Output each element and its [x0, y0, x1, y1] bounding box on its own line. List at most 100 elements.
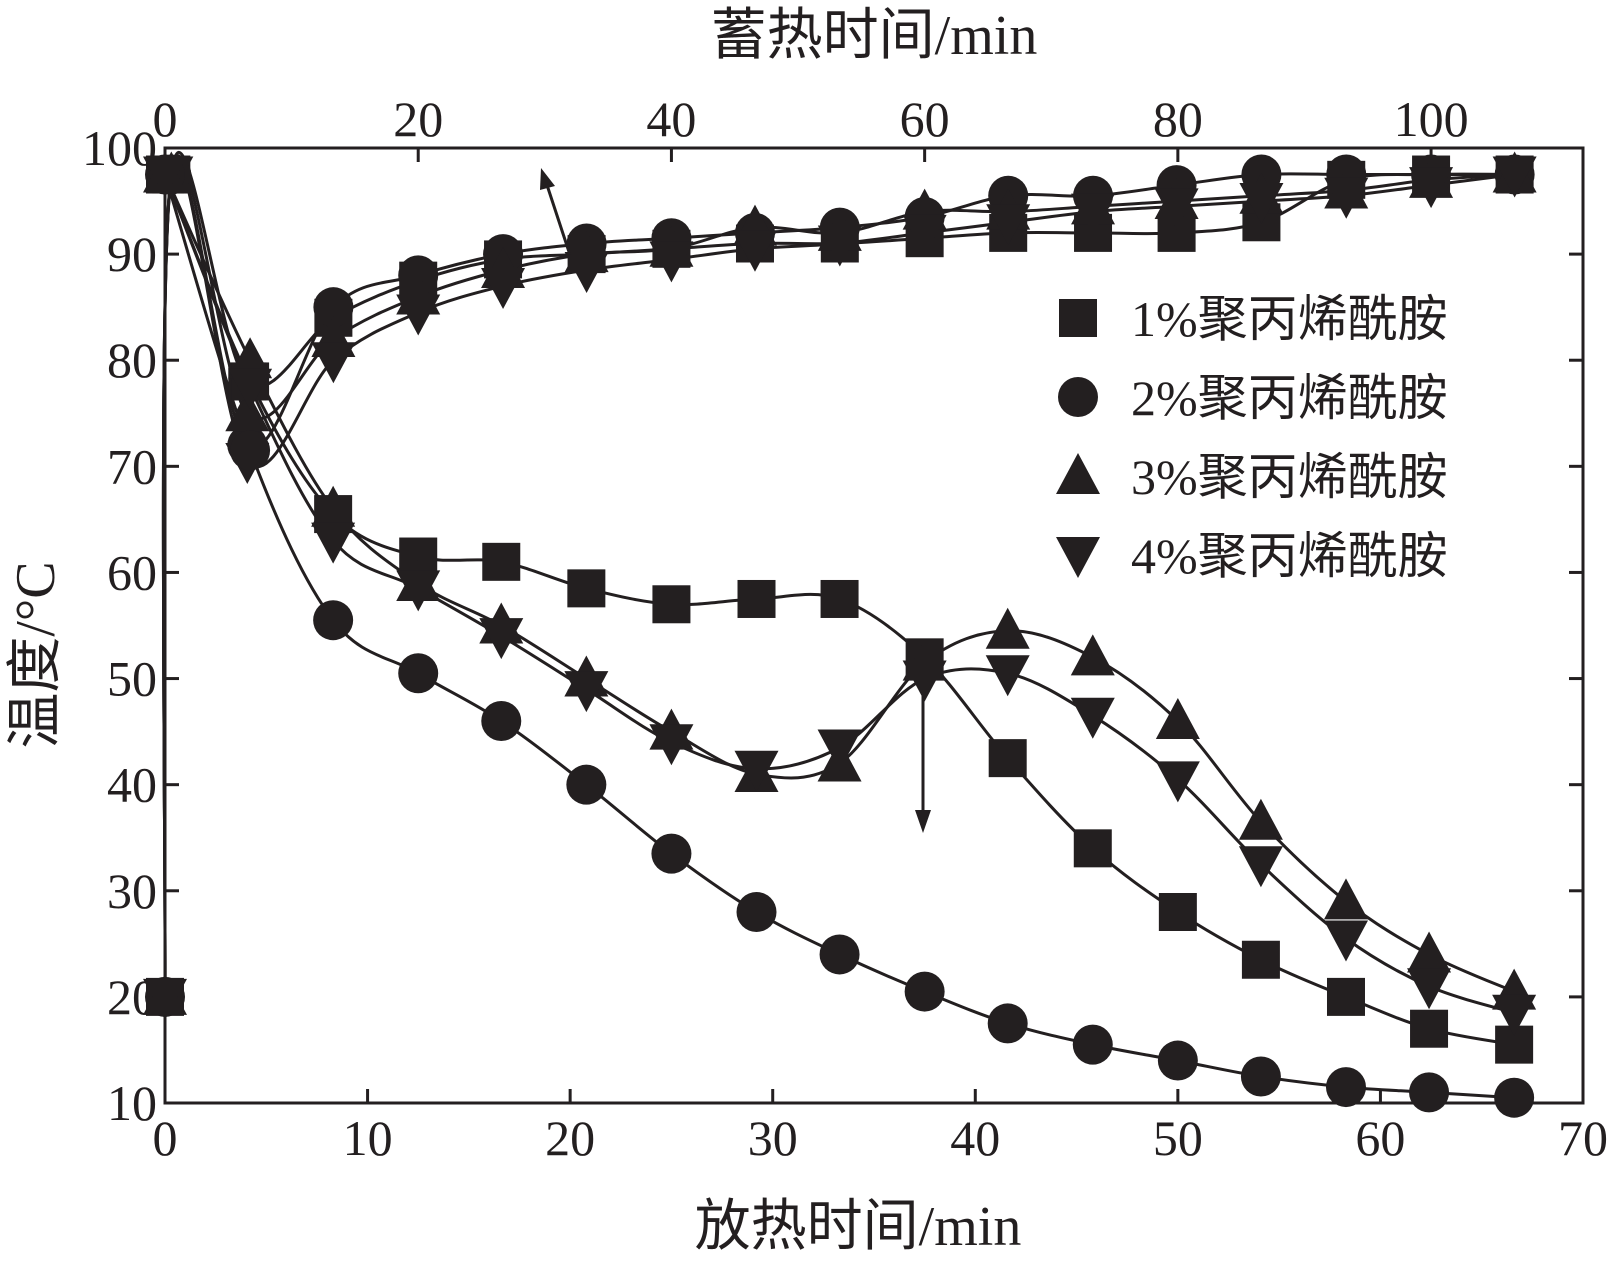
bottom-axis-title: 放热时间/min [695, 1196, 1022, 1258]
top-axis-title: 蓄热时间/min [711, 5, 1038, 67]
cooling-point-circle [230, 430, 271, 471]
cooling-point-triangle-down [985, 655, 1030, 697]
cooling-point-triangle-down [649, 724, 694, 766]
cooling-point-square [1158, 893, 1197, 931]
cooling-point-square [652, 585, 691, 624]
cooling-point-triangle-down [143, 156, 187, 198]
cooling-point-square [482, 542, 521, 581]
cooling-point-triangle-down [479, 618, 524, 660]
cooling-point-circle [1157, 1040, 1198, 1081]
legend-label: 1%聚丙烯酰胺 [1131, 291, 1448, 347]
heating-arrow-head [540, 168, 555, 190]
cooling-point-triangle-up [1070, 634, 1115, 676]
cooling-point-triangle-up [985, 607, 1030, 649]
cooling-point-circle [904, 971, 945, 1012]
y-tick-label: 70 [107, 438, 157, 494]
cooling-point-triangle-up [1155, 698, 1200, 739]
heating-point-triangle-down [564, 252, 609, 294]
cooling-point-circle [1072, 1024, 1113, 1065]
direction-arrows [540, 168, 931, 833]
cooling-point-triangle-up [1238, 798, 1283, 840]
cooling-point-square [737, 579, 776, 618]
cooling-point-circle [819, 934, 860, 975]
heating-point-triangle-down [986, 204, 1031, 246]
y-tick-label: 30 [107, 863, 157, 919]
cooling-point-circle [398, 653, 439, 694]
cooling-point-circle [1409, 1072, 1450, 1113]
x-top-tick-label: 100 [1394, 91, 1469, 147]
cooling-point-triangle-down [817, 729, 862, 771]
cooling-point-triangle-up [1323, 878, 1368, 920]
cooling-point-triangle-up [311, 485, 356, 527]
cooling-point-circle [736, 892, 777, 932]
y-tick-label: 40 [107, 757, 157, 813]
tick-labels: 0 10 20 30 40 50 60 700 20 40 60 80 1001020304050607… [82, 91, 1608, 1166]
cooling-point-square [1410, 1009, 1449, 1048]
legend-label: 3%聚丙烯酰胺 [1131, 449, 1448, 505]
x-bottom-tick-label: 40 [950, 1110, 1000, 1166]
heating-point-triangle-down [817, 225, 862, 267]
cooling-point-square [567, 569, 606, 608]
cooling-point-triangle-up [1407, 931, 1452, 973]
heating-point-triangle-down [732, 230, 777, 272]
cooling-point-triangle-down [1407, 968, 1452, 1010]
legend-marker-square [1059, 299, 1097, 337]
cooling-point-triangle-down [734, 750, 779, 792]
cooling-point-triangle-down [1323, 920, 1368, 962]
y-tick-label: 50 [107, 651, 157, 707]
heating-point-triangle-down [481, 267, 526, 309]
cooling-point-square [988, 739, 1027, 778]
cooling-point-circle [651, 833, 692, 874]
cooling-point-triangle-down [1155, 761, 1200, 803]
cooling-point-square [820, 579, 859, 618]
heating-point-triangle-down [1409, 167, 1454, 209]
legend: 1%聚丙烯酰胺 2%聚丙烯酰胺 3%聚丙烯酰胺 4%聚丙烯酰胺 [1056, 291, 1448, 584]
legend-marker-circle [1058, 377, 1098, 417]
heating-point-triangle-down [1492, 156, 1537, 198]
legend-marker-triangle-up [1056, 453, 1100, 494]
x-top-tick-label: 20 [393, 91, 443, 147]
heating-point-circle [313, 287, 354, 328]
cooling-point-triangle-down [1492, 994, 1537, 1036]
x-bottom-tick-label: 70 [1558, 1110, 1608, 1166]
cooling-arrow-head [915, 810, 931, 833]
x-bottom-tick-label: 60 [1355, 1110, 1405, 1166]
heating-point-triangle-up [225, 390, 270, 432]
cooling-point-square [1326, 977, 1365, 1016]
cooling-point-square [1241, 940, 1280, 979]
legend-marker-triangle-down [1056, 537, 1100, 578]
heating-point-triangle-down [1071, 193, 1116, 235]
heating-arrow-line [545, 184, 572, 256]
cooling-point-circle [987, 1003, 1028, 1044]
heating-point-triangle-down [311, 342, 356, 384]
y-tick-label: 90 [107, 226, 157, 282]
x-top-tick-label: 60 [900, 91, 950, 147]
cooling-point-circle [1240, 1056, 1281, 1097]
heating-point-triangle-down [649, 241, 694, 283]
legend-label: 2%聚丙烯酰胺 [1131, 370, 1448, 426]
heating-point-triangle-down [1324, 177, 1369, 219]
cooling-point-circle [481, 701, 522, 741]
y-tick-label: 60 [107, 544, 157, 600]
cooling-point-circle [1494, 1077, 1535, 1118]
x-top-tick-label: 40 [646, 91, 696, 147]
cooling-point-triangle-down [1070, 697, 1115, 739]
cooling-point-triangle-down [311, 522, 356, 564]
heating-point-triangle-down [143, 978, 187, 1020]
cooling-point-circle [566, 764, 607, 805]
heating-point-triangle-down [1154, 188, 1199, 230]
y-tick-label: 100 [82, 120, 157, 176]
heating-point-triangle-down [902, 214, 947, 256]
cooling-point-triangle-down [228, 368, 273, 410]
y-tick-label: 10 [107, 1075, 157, 1131]
cooling-point-square [1073, 829, 1112, 868]
heating-point-triangle-down [1239, 183, 1284, 225]
y-axis-title: 温度/°C [5, 561, 67, 748]
legend-label: 4%聚丙烯酰胺 [1131, 528, 1448, 584]
cooling-point-triangle-down [902, 660, 947, 702]
cooling-point-circle [1325, 1067, 1366, 1108]
markers [143, 151, 1537, 1118]
cooling-point-circle [313, 600, 354, 641]
heating-point-triangle-down [396, 294, 441, 336]
